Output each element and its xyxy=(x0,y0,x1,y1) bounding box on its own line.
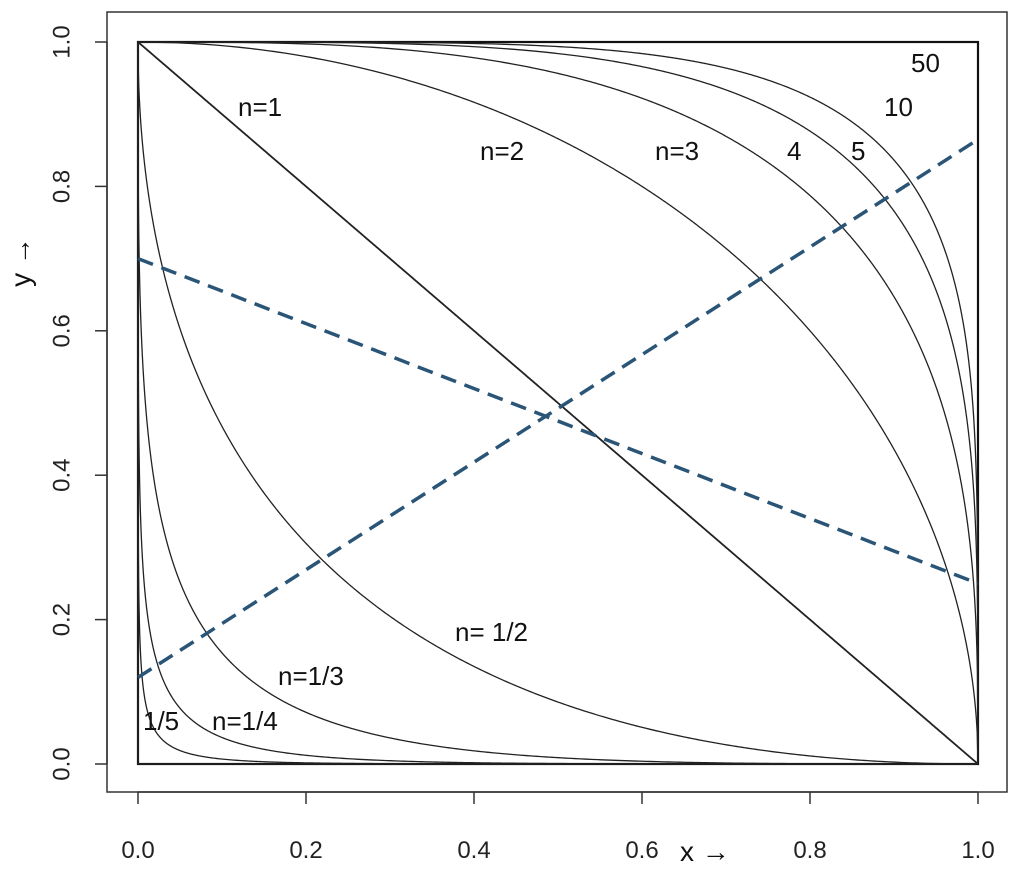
curve-label: n=1/4 xyxy=(212,706,278,736)
curve-n-1 xyxy=(137,41,979,765)
x-tick-label: 0.8 xyxy=(793,837,826,864)
y-tick-label: 0.8 xyxy=(49,170,76,203)
curve-label: 10 xyxy=(884,92,913,122)
x-tick-label: 0.4 xyxy=(457,837,490,864)
curve-labels: 1/5 n=1/4n=1/3 n= 1/2 n=1 n=2 n=3 4 5 10 50 xyxy=(143,48,940,736)
curve-n-2 xyxy=(137,42,978,765)
curve-n-3 xyxy=(137,42,978,765)
x-axis-title: x → xyxy=(680,836,730,867)
y-tick-label: 0.4 xyxy=(49,459,76,492)
curve-label: 4 xyxy=(787,136,801,166)
curve-label: 1/5 xyxy=(143,706,179,736)
curve-n-0_3333 xyxy=(137,41,979,765)
dashed-line-2 xyxy=(137,256,979,586)
curve-label: n= 1/2 xyxy=(455,617,528,647)
y-tick-label: 0.0 xyxy=(49,747,76,780)
curve-n-50 xyxy=(137,42,978,765)
curve-n-0_2 xyxy=(137,41,979,765)
dashed-line-1 xyxy=(137,137,979,679)
curve-label: n=1/3 xyxy=(278,661,344,691)
y-axis-title: y → xyxy=(5,237,36,287)
curve-label: n=3 xyxy=(655,136,699,166)
curve-n-0_5 xyxy=(137,41,979,765)
dashed-lines xyxy=(137,137,979,679)
y-tick-label: 0.2 xyxy=(49,603,76,636)
x-tick-label: 0.0 xyxy=(121,837,154,864)
x-tick-label: 0.2 xyxy=(289,837,322,864)
curve-label: 5 xyxy=(851,136,865,166)
x-tick-label: 0.6 xyxy=(625,837,658,864)
y-tick-label: 1.0 xyxy=(49,25,76,58)
curve-n-0_25 xyxy=(137,41,979,765)
y-tick-label: 0.6 xyxy=(49,314,76,347)
y-ticks: 0.0 0.2 0.4 0.6 0.8 1.0 xyxy=(49,25,107,781)
curves xyxy=(137,41,979,765)
curve-label: 50 xyxy=(911,48,940,78)
curve-label: n=1 xyxy=(238,92,282,122)
x-tick-label: 1.0 xyxy=(961,837,994,864)
x-ticks: 0.0 0.2 0.4 0.6 0.8 1.0 xyxy=(121,792,995,864)
curve-label: n=2 xyxy=(480,136,524,166)
